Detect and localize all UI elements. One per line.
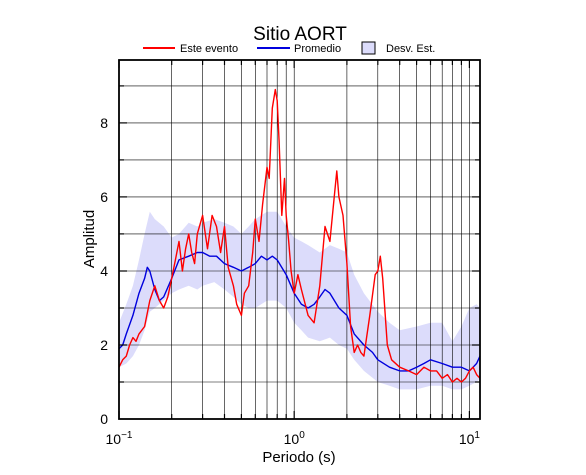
x-axis-label: Periodo (s) — [262, 449, 335, 466]
legend: Este evento Promedio Desv. Est. — [143, 41, 435, 55]
y-tick-label: 8 — [100, 115, 108, 131]
series-layer — [118, 88, 481, 383]
x-tick-label: 100 — [284, 430, 306, 447]
plot-area: 10−1 100 101 0 2 4 6 8 — [100, 59, 481, 447]
y-tick-label: 2 — [100, 337, 108, 353]
y-axis-label: Amplitud — [81, 210, 98, 268]
axes-layer: 10−1 100 101 0 2 4 6 8 — [100, 59, 481, 447]
plot-frame — [118, 59, 481, 420]
y-tick-label: 4 — [100, 263, 108, 279]
x-tick-label: 101 — [459, 430, 481, 447]
series-line-este-evento — [118, 88, 481, 383]
legend-label-promedio: Promedio — [294, 43, 341, 55]
x-tick-label: 10−1 — [106, 430, 133, 447]
legend-swatch-desv-est — [361, 41, 376, 55]
y-tick-label: 6 — [100, 189, 108, 205]
legend-label-desv-est: Desv. Est. — [386, 43, 435, 55]
legend-label-este-evento: Este evento — [180, 43, 238, 55]
y-tick-label: 0 — [100, 411, 108, 427]
chart-title: Sitio AORT — [253, 24, 347, 45]
